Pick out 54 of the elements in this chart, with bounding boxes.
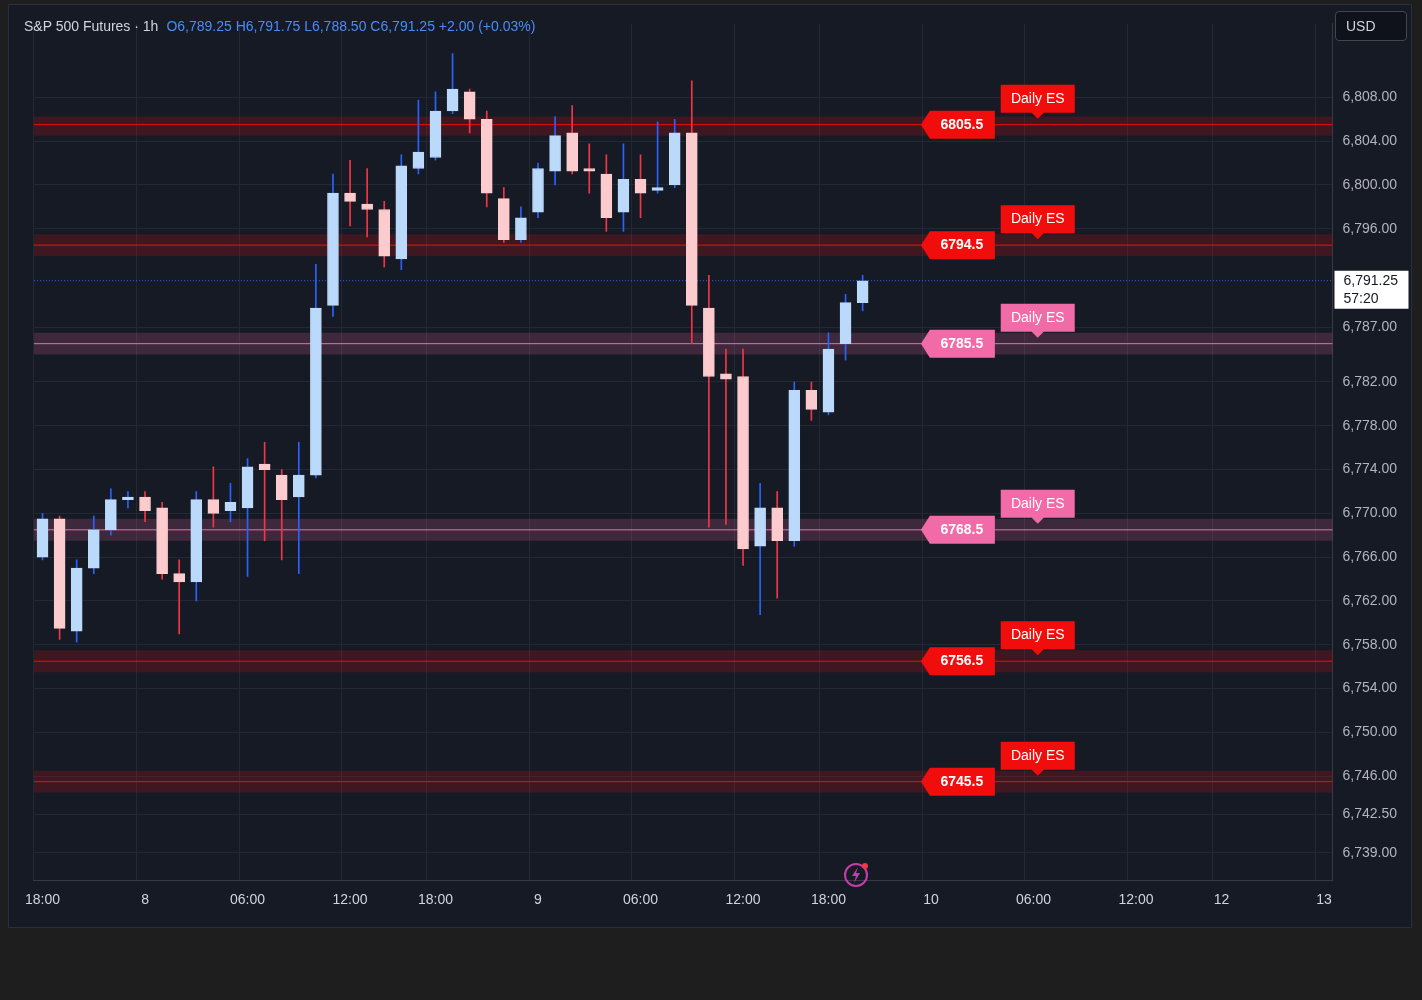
annotation: Daily ES (1010, 209, 1065, 226)
y-tick-label: 6,796.00 (1342, 219, 1398, 236)
ref-line-label: 6794.5 (940, 235, 984, 252)
annotation: Daily ES (1010, 308, 1065, 325)
ref-line-label: 6805.5 (940, 115, 984, 132)
y-tick-label: 6,774.00 (1342, 460, 1398, 477)
y-tick-label: 6,754.00 (1342, 679, 1398, 696)
x-tick-label: 18:00 (810, 891, 847, 908)
annotation: Daily ES (1010, 494, 1065, 511)
y-tick-label: 6,742.50 (1342, 805, 1398, 822)
x-tick-label: 10 (923, 891, 939, 908)
x-tick-label: 12:00 (725, 891, 761, 908)
y-tick-label: 6,770.00 (1342, 504, 1398, 521)
y-tick-label: 6,758.00 (1342, 635, 1398, 652)
candlestick (361, 168, 373, 238)
ref-line-label: 6785.5 (940, 334, 984, 351)
y-tick-label: 6,766.00 (1342, 548, 1398, 565)
y-tick-label: 6,778.00 (1342, 416, 1398, 433)
y-tick-label: 6,750.00 (1342, 723, 1398, 740)
x-tick-label: 9 (534, 891, 543, 908)
annotation: Daily ES (1010, 89, 1065, 106)
x-tick-label: 12 (1213, 891, 1230, 908)
y-tick-label: 6,762.00 (1342, 591, 1398, 608)
candlestick (720, 348, 732, 525)
x-tick-label: 12:00 (1118, 891, 1154, 908)
y-tick-label: 6,800.00 (1342, 175, 1398, 192)
candlestick (583, 143, 596, 194)
y-tick-label: 6,746.00 (1342, 767, 1398, 784)
ref-line-label: 6756.5 (940, 652, 984, 669)
candlestick (292, 441, 305, 574)
y-tick-label: 6,782.00 (1342, 372, 1398, 389)
ref-line-label: 6745.5 (940, 772, 984, 789)
ref-line-label: 6,791.25 (1343, 271, 1399, 288)
y-tick-label: 6,808.00 (1342, 88, 1398, 105)
annotation: Daily ES (1010, 626, 1065, 643)
candlestick (344, 159, 356, 227)
text: USD (1335, 11, 1407, 41)
x-tick-label: 18:00 (417, 891, 454, 908)
x-tick-label: 06:00 (623, 891, 659, 908)
x-tick-label: 06:00 (1015, 891, 1052, 908)
chart-title: S&P 500 Futures · 1h (24, 18, 159, 34)
candlestick (173, 559, 186, 635)
x-tick-label: 8 (141, 891, 150, 908)
y-tick-label: 6,739.00 (1342, 843, 1398, 860)
chart-subtitle: O6,789.25 H6,791.75 L6,788.50 C6,791.25 +2.00 (+0.03%) (166, 18, 536, 34)
annotation: Daily ES (1010, 746, 1065, 763)
y-tick-label: 6,787.00 (1342, 318, 1398, 335)
text: 57:20 (1343, 289, 1379, 306)
x-tick-label: 12:00 (332, 891, 368, 908)
y-tick-label: 6,804.00 (1342, 131, 1398, 148)
x-tick-label: 18:00 (24, 891, 61, 908)
x-tick-label: 06:00 (230, 891, 266, 908)
ref-line-label: 6768.5 (940, 520, 984, 537)
x-tick-label: 13 (1316, 891, 1332, 908)
